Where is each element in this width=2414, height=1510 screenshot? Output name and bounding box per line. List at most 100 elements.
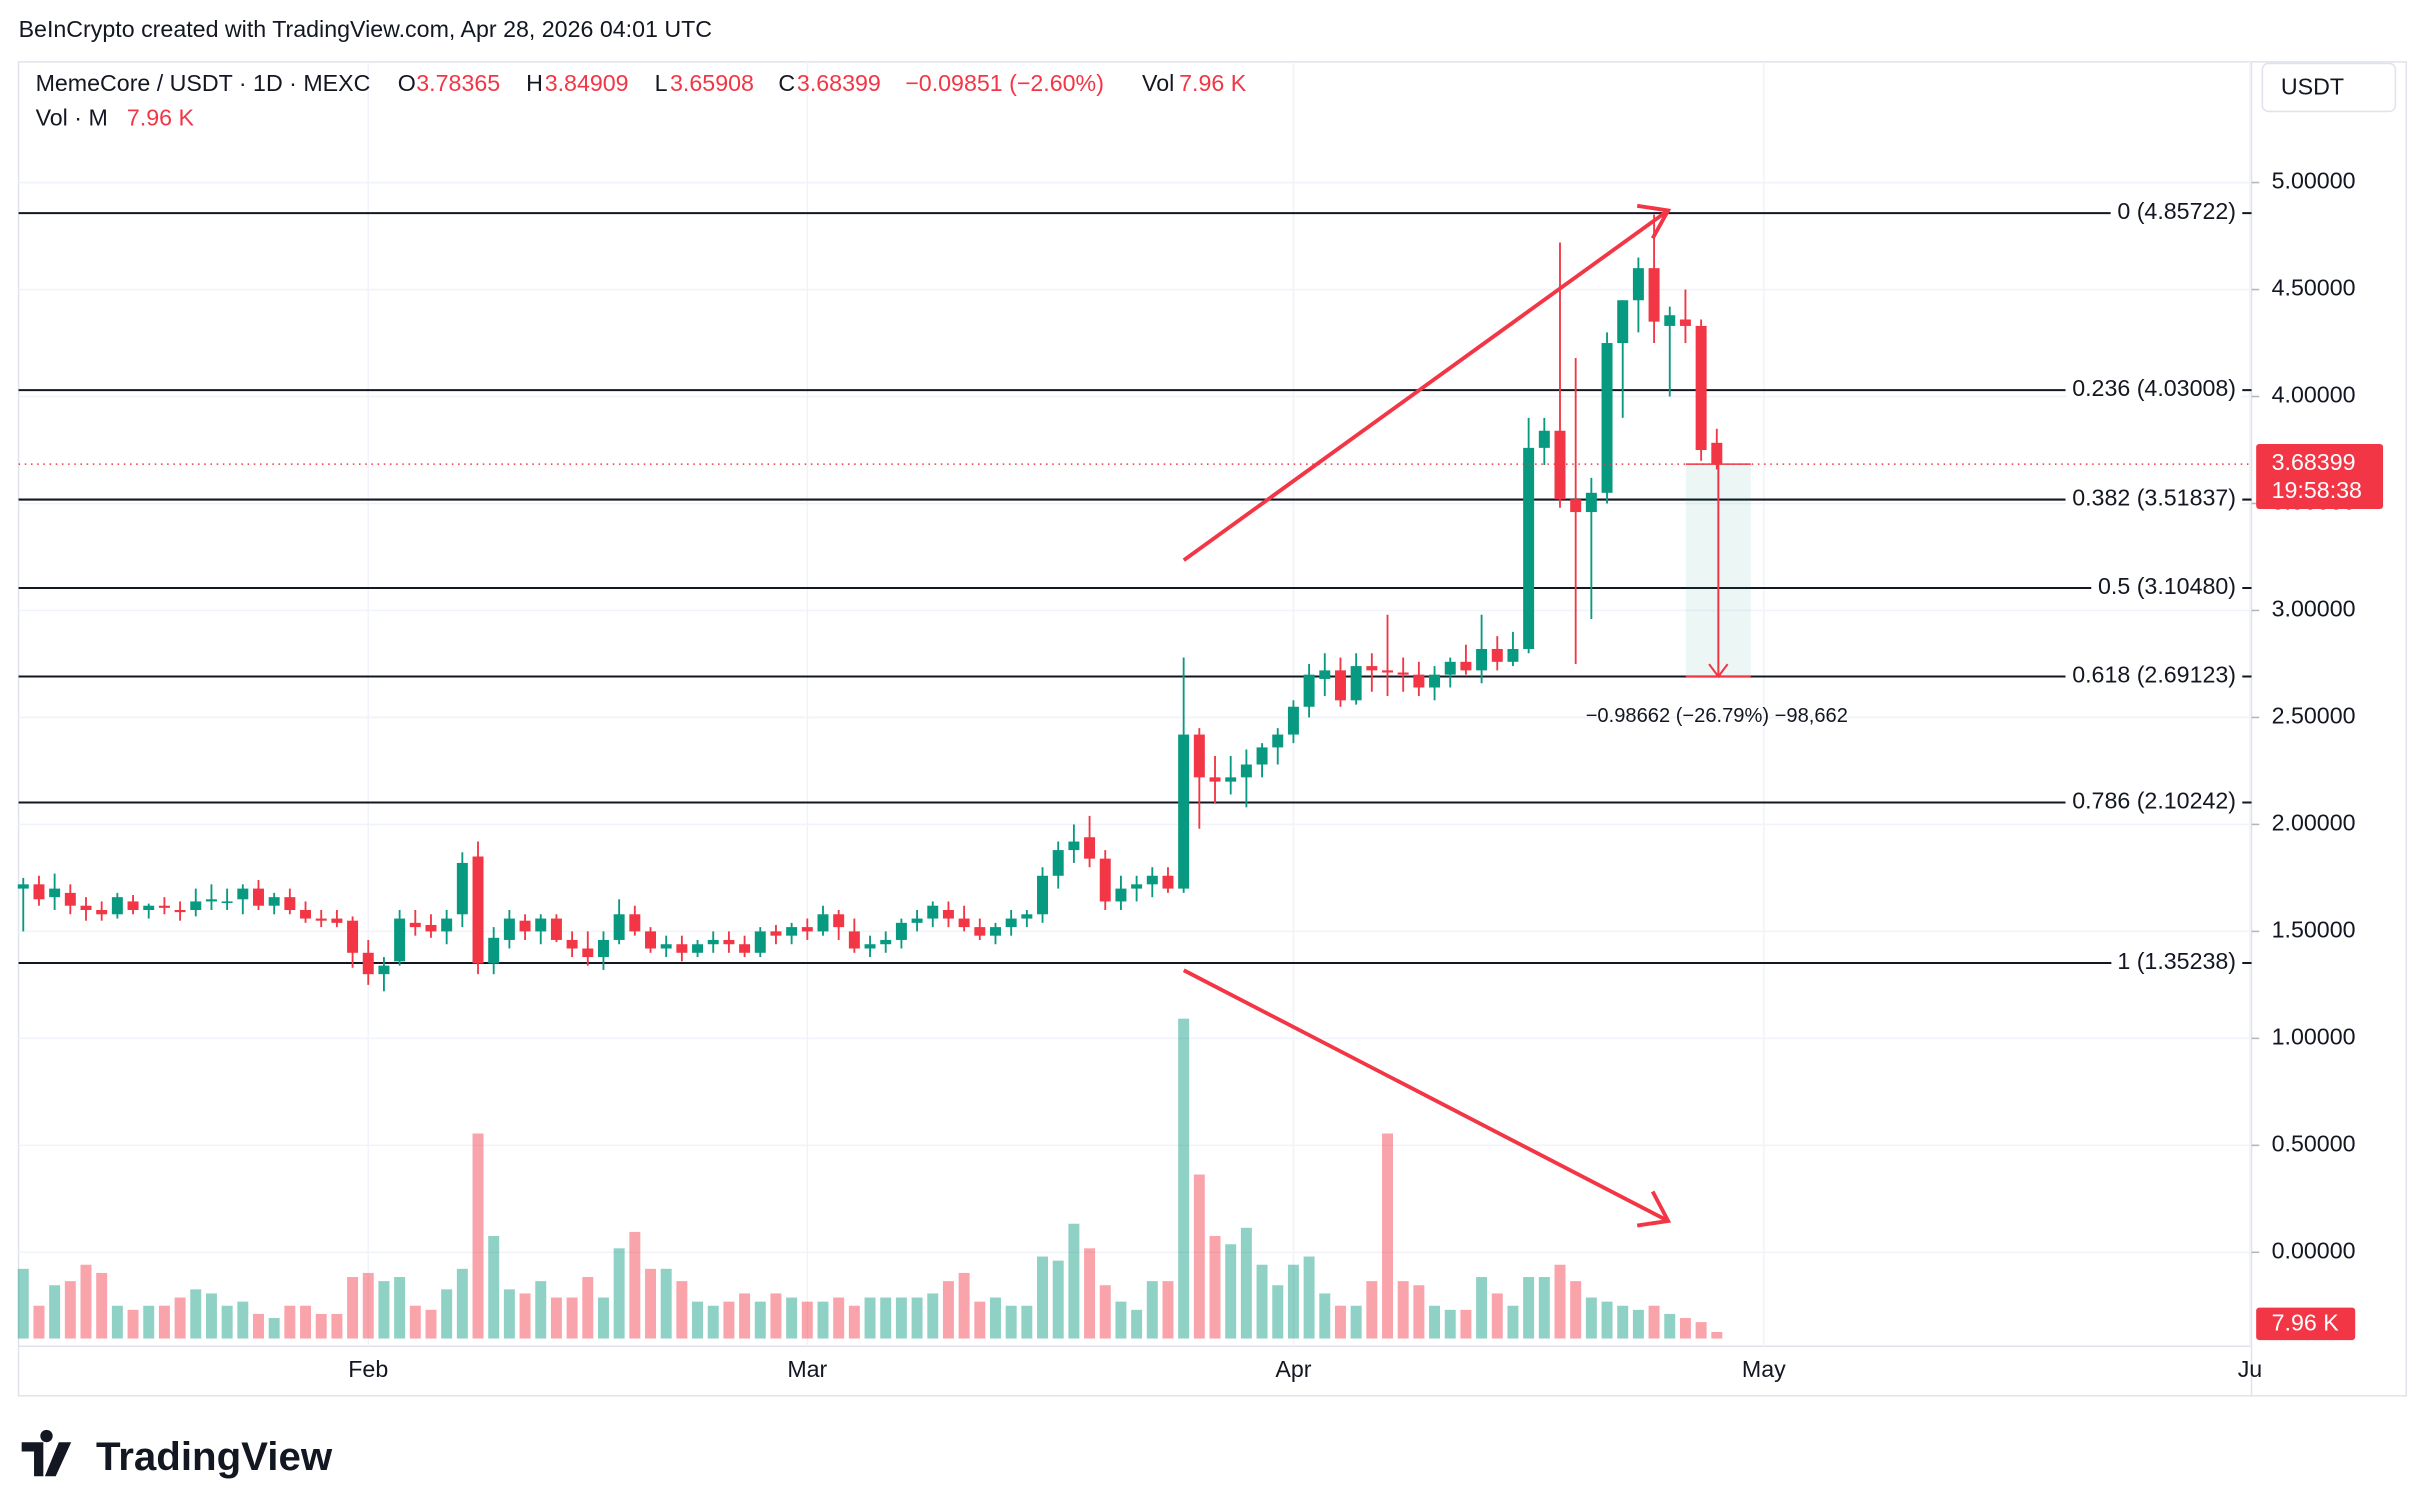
trend-arrow — [1182, 968, 1670, 1223]
candle-body — [1178, 734, 1190, 889]
candle-body — [1570, 499, 1582, 513]
candle-body — [17, 884, 29, 889]
volume-bar — [17, 1268, 29, 1339]
volume-bar — [974, 1301, 986, 1339]
volume-bar — [1068, 1223, 1080, 1339]
candle-body — [1632, 268, 1644, 301]
x-tick-label: May — [1742, 1356, 1786, 1382]
volume-bar — [394, 1277, 406, 1339]
volume-bar — [158, 1305, 170, 1339]
candle-body — [1617, 300, 1629, 344]
candle-body — [127, 901, 139, 910]
candle-body — [582, 948, 594, 958]
overlays: −0.98662 (−26.79%) −98,662 — [18, 203, 2252, 1228]
volume-bar — [190, 1289, 202, 1339]
candle-body — [111, 897, 123, 915]
candle-body — [378, 965, 390, 975]
fib-label: 0.786 (2.10242) — [2072, 788, 2236, 814]
volume-bar — [1695, 1322, 1707, 1339]
candle-body — [425, 924, 437, 932]
volume-bar — [1444, 1309, 1456, 1339]
candle-body — [707, 939, 719, 945]
candle-body — [1695, 325, 1707, 451]
candle-body — [331, 918, 343, 923]
volume-bar — [613, 1248, 625, 1339]
candle-body — [880, 939, 892, 945]
volume-bar — [676, 1281, 688, 1339]
volume-bar — [1099, 1285, 1111, 1339]
candle-body — [300, 909, 312, 919]
volume-bar — [1382, 1133, 1393, 1339]
candle-body — [801, 927, 813, 932]
y-tick-label: 5.00000 — [2272, 168, 2356, 194]
volume-bar — [1334, 1305, 1346, 1339]
price-label: 3.68399 — [2272, 449, 2356, 475]
y-tick-label: 1.50000 — [2272, 917, 2356, 943]
volume-bar — [1319, 1293, 1331, 1339]
volume-bar — [96, 1272, 108, 1339]
candle-body — [864, 944, 876, 949]
candle-body — [1225, 777, 1237, 782]
volume-bar — [927, 1293, 939, 1339]
volume-bar — [1240, 1227, 1252, 1339]
volume-bar — [1460, 1309, 1472, 1339]
volume-bar — [1256, 1264, 1268, 1339]
volume-bar — [1601, 1301, 1613, 1339]
candle-body — [1679, 319, 1691, 326]
volume-bar — [1303, 1256, 1315, 1339]
volume-bar — [268, 1318, 280, 1339]
candle-body — [33, 884, 45, 900]
x-tick-label: Mar — [787, 1356, 827, 1382]
legend-h: H — [526, 70, 543, 96]
candle-body — [268, 897, 280, 906]
volume-bar — [1193, 1174, 1205, 1339]
y-tick-label: 0.50000 — [2272, 1130, 2356, 1156]
candle-body — [597, 939, 609, 958]
volume-bar — [707, 1305, 719, 1339]
volume-bar — [739, 1293, 751, 1339]
volume-bar — [848, 1305, 860, 1339]
candle-body — [1272, 734, 1284, 748]
x-tick-label: Apr — [1275, 1356, 1311, 1382]
volume-bar — [49, 1285, 61, 1339]
arrow-head — [1636, 1190, 1672, 1228]
candle-body — [409, 922, 421, 928]
volume-bar — [1632, 1309, 1644, 1339]
volume-bar — [1429, 1305, 1441, 1339]
volume-bar — [1021, 1305, 1033, 1339]
candle-body — [660, 944, 672, 949]
price-label-box — [2256, 444, 2384, 510]
y-tick-label: 2.50000 — [2272, 703, 2356, 729]
logo-mark — [21, 1429, 72, 1477]
candle-body — [1162, 875, 1174, 889]
candle-body — [1037, 875, 1049, 915]
volume-bar — [1413, 1285, 1425, 1339]
candle-body — [645, 931, 656, 949]
candle-body — [942, 909, 954, 919]
candle-body — [1052, 850, 1064, 876]
currency[interactable]: USDT — [2281, 73, 2344, 99]
volume-bar — [1052, 1260, 1064, 1339]
candle-body — [786, 927, 798, 936]
fib-label: 0.382 (3.51837) — [2072, 485, 2236, 511]
volume-bar — [1350, 1305, 1362, 1339]
volume-bar — [441, 1289, 453, 1339]
legend-close: 3.68399 — [797, 70, 881, 96]
candle-body — [315, 918, 327, 921]
grid — [18, 61, 2252, 1347]
volume-bar — [378, 1281, 390, 1339]
volume-bar — [989, 1297, 1001, 1339]
candle-body — [566, 939, 578, 949]
candle-body — [958, 918, 970, 928]
volume-bar — [1005, 1305, 1017, 1339]
candles — [17, 214, 1723, 992]
candle-body — [80, 905, 92, 910]
candle-body — [1429, 674, 1441, 688]
currency-button[interactable] — [2261, 62, 2397, 113]
candle-body — [1334, 670, 1346, 701]
candle-body — [1491, 648, 1503, 662]
volume-bar — [1570, 1281, 1582, 1339]
candle-body — [817, 914, 829, 932]
volume-bar — [1225, 1244, 1237, 1339]
